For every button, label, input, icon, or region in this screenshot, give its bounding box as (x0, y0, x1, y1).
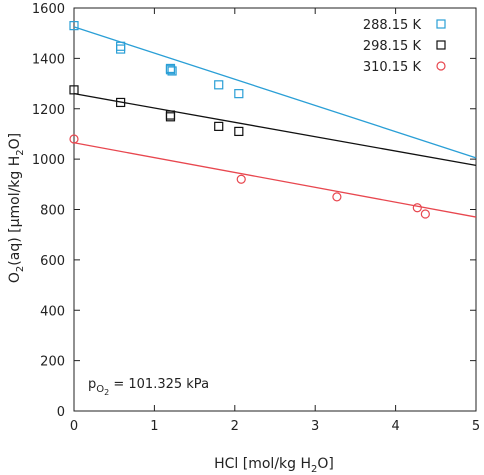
y-tick-label: 1000 (32, 153, 65, 168)
data-point-288-15-k (167, 66, 177, 76)
fit-line-288-15-k (73, 26, 477, 159)
y-tick-label: 600 (40, 254, 65, 269)
y-tick-label: 800 (40, 204, 65, 219)
data-point-288-15-k (214, 80, 224, 90)
legend-label-298-15-k: 298.15 K (363, 39, 422, 54)
y-tick-label: 400 (40, 304, 65, 319)
data-point-288-15-k (69, 21, 79, 31)
y-tick-label: 1600 (32, 2, 65, 17)
y-tick-label: 0 (57, 405, 65, 420)
legend-marker-288-15-k (436, 19, 446, 29)
data-point-298-15-k (234, 126, 244, 137)
y-axis-label: O2(aq) [µmol/kg H2O] (7, 133, 26, 283)
legend-label-310-15-k: 310.15 K (363, 60, 422, 75)
fit-line-310-15-k (73, 142, 477, 218)
data-point-310-15-k (420, 209, 430, 219)
fit-lines (73, 26, 477, 218)
data-point-310-15-k (69, 134, 79, 144)
x-tick-label: 3 (311, 419, 319, 434)
fit-line-298-15-k (73, 92, 477, 167)
x-axis-label: HCl [mol/kg H2O] (214, 456, 334, 475)
legend: 288.15 K 298.15 K 310.15 K (363, 18, 446, 75)
x-tick-label: 4 (391, 419, 399, 434)
data-points (69, 21, 430, 219)
legend-marker-298-15-k (436, 40, 446, 50)
data-point-310-15-k (332, 192, 342, 202)
data-point-298-15-k (165, 112, 176, 122)
annotation-pressure: pO2 = 101.325 kPa (88, 377, 209, 397)
data-point-298-15-k (214, 121, 224, 131)
y-tick-label: 200 (40, 355, 65, 370)
y-tick-label: 1200 (32, 103, 65, 118)
x-tick-label: 2 (231, 419, 239, 434)
data-point-310-15-k (236, 174, 246, 184)
axis-ticks: 0 1 2 3 4 5 0 200 400 600 800 1000 1200 1400 1600 (32, 2, 480, 434)
y-tick-label: 1400 (32, 52, 65, 67)
data-point-288-15-k (234, 89, 244, 99)
data-point-310-15-k (412, 203, 422, 213)
legend-marker-310-15-k (436, 61, 446, 71)
data-point-288-15-k (165, 65, 176, 75)
x-tick-label: 1 (150, 419, 158, 434)
x-tick-label: 0 (70, 419, 78, 434)
data-point-298-15-k (69, 85, 79, 95)
data-point-288-15-k (116, 44, 126, 54)
data-point-298-15-k (116, 97, 126, 108)
x-tick-label: 5 (472, 419, 480, 434)
legend-label-288-15-k: 288.15 K (363, 18, 422, 33)
